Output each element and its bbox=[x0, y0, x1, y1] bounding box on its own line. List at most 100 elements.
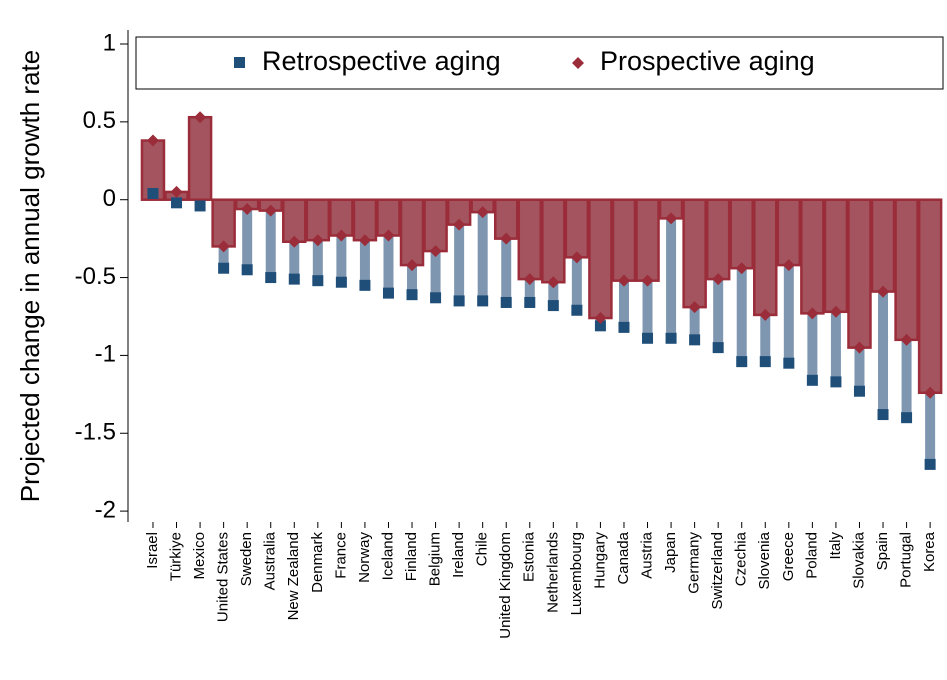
retrospective-marker bbox=[312, 275, 324, 287]
retrospective-marker bbox=[924, 458, 936, 470]
prospective-bar bbox=[776, 198, 802, 267]
x-tick-label: Slovakia bbox=[850, 531, 867, 588]
retrospective-marker bbox=[665, 332, 677, 344]
x-tick-label: Sweden bbox=[238, 532, 255, 586]
x-tick-label: Chile bbox=[474, 532, 491, 566]
retrospective-marker bbox=[335, 276, 347, 288]
retrospective-marker bbox=[147, 187, 159, 199]
x-tick-label: Iceland bbox=[379, 532, 396, 580]
prospective-bar bbox=[635, 198, 660, 282]
retrospective-marker bbox=[406, 289, 418, 301]
prospective-marker bbox=[641, 274, 654, 287]
prospective-bar bbox=[870, 198, 896, 293]
prospective-bar bbox=[399, 198, 425, 267]
retrospective-marker bbox=[241, 264, 253, 276]
retrospective-bar bbox=[454, 199, 465, 301]
y-tick-label: -2 bbox=[95, 496, 116, 523]
retrospective-marker bbox=[806, 374, 818, 386]
retrospective-bar bbox=[783, 199, 794, 364]
prospective-marker bbox=[358, 234, 371, 247]
prospective-marker bbox=[712, 273, 725, 286]
prospective-marker bbox=[429, 245, 442, 258]
y-tick-label: -1.5 bbox=[75, 419, 116, 446]
retrospective-marker bbox=[430, 292, 442, 304]
prospective-marker bbox=[924, 386, 937, 399]
x-tick-label: United States bbox=[215, 532, 232, 622]
x-tick-label: Czechia bbox=[733, 531, 750, 586]
prospective-marker bbox=[853, 341, 866, 354]
retrospective-marker bbox=[877, 409, 889, 421]
prospective-marker bbox=[217, 240, 230, 253]
prospective-bar bbox=[753, 198, 778, 317]
prospective-marker bbox=[523, 273, 536, 286]
y-tick-label: -0.5 bbox=[75, 263, 116, 290]
x-tick-label: Austria bbox=[638, 531, 655, 578]
prospective-marker bbox=[759, 308, 772, 321]
retrospective-bar bbox=[265, 199, 276, 278]
x-tick-label: Switzerland bbox=[709, 532, 726, 610]
prospective-marker bbox=[406, 259, 419, 272]
legend-marker bbox=[572, 57, 584, 69]
prospective-marker bbox=[617, 274, 630, 287]
prospective-bar bbox=[682, 198, 707, 309]
retrospective-marker bbox=[265, 272, 277, 284]
y-tick-label: -1 bbox=[95, 341, 116, 368]
x-tick-label: Belgium bbox=[427, 532, 444, 586]
prospective-bar bbox=[729, 198, 754, 270]
x-tick-label: Türkiye bbox=[167, 532, 184, 581]
y-axis-label: Projected change in annual growth rate bbox=[15, 50, 45, 502]
retrospective-marker bbox=[453, 295, 465, 307]
prospective-marker bbox=[382, 229, 395, 242]
prospective-bar bbox=[423, 198, 448, 253]
legend-label: Retrospective aging bbox=[262, 46, 501, 76]
retrospective-bar bbox=[477, 199, 488, 301]
prospective-bar bbox=[564, 198, 590, 259]
retrospective-marker bbox=[689, 334, 701, 346]
y-tick-label: 1 bbox=[103, 29, 116, 56]
x-tick-label: Korea bbox=[921, 531, 938, 572]
retrospective-marker bbox=[547, 300, 559, 312]
retrospective-marker bbox=[359, 279, 371, 291]
x-tick-label: New Zealand bbox=[285, 532, 302, 620]
prospective-marker bbox=[688, 301, 701, 314]
retrospective-bar bbox=[383, 199, 394, 294]
legend-box bbox=[135, 36, 944, 90]
x-tick-label: Israel bbox=[144, 532, 161, 569]
prospective-marker bbox=[311, 234, 324, 247]
prospective-bar bbox=[917, 198, 943, 395]
legend-label: Prospective aging bbox=[600, 46, 815, 76]
x-tick-label: Finland bbox=[403, 532, 420, 581]
retrospective-marker bbox=[783, 357, 795, 369]
x-tick-label: Germany bbox=[686, 532, 703, 594]
x-tick-label: Norway bbox=[356, 532, 373, 583]
prospective-marker bbox=[900, 333, 913, 346]
retrospective-marker bbox=[759, 356, 771, 368]
prospective-bar bbox=[847, 198, 872, 349]
prospective-marker bbox=[877, 285, 890, 298]
retrospective-marker bbox=[571, 304, 583, 316]
prospective-marker bbox=[170, 185, 183, 198]
x-tick-label: Japan bbox=[662, 532, 679, 573]
x-tick-label: Ireland bbox=[450, 532, 467, 578]
retrospective-marker bbox=[618, 321, 630, 333]
x-tick-label: Spain bbox=[874, 532, 891, 570]
prospective-marker bbox=[241, 203, 254, 216]
retrospective-bar bbox=[878, 199, 889, 415]
x-tick-label: Hungary bbox=[591, 532, 608, 589]
retrospective-bar bbox=[666, 199, 677, 339]
y-tick-label: 0.5 bbox=[83, 107, 116, 134]
x-tick-label: Estonia bbox=[521, 531, 538, 582]
retrospective-bar bbox=[736, 199, 747, 362]
prospective-marker bbox=[547, 276, 560, 289]
prospective-marker bbox=[665, 212, 678, 225]
x-tick-label: Italy bbox=[827, 532, 844, 560]
x-tick-label: Netherlands bbox=[544, 532, 561, 613]
retrospective-marker bbox=[477, 295, 489, 307]
x-tick-label: Slovenia bbox=[756, 531, 773, 589]
prospective-bar bbox=[823, 198, 849, 314]
x-tick-label: Poland bbox=[803, 532, 820, 579]
prospective-bar bbox=[588, 198, 613, 320]
retrospective-marker bbox=[171, 197, 183, 209]
prospective-marker bbox=[829, 305, 842, 318]
